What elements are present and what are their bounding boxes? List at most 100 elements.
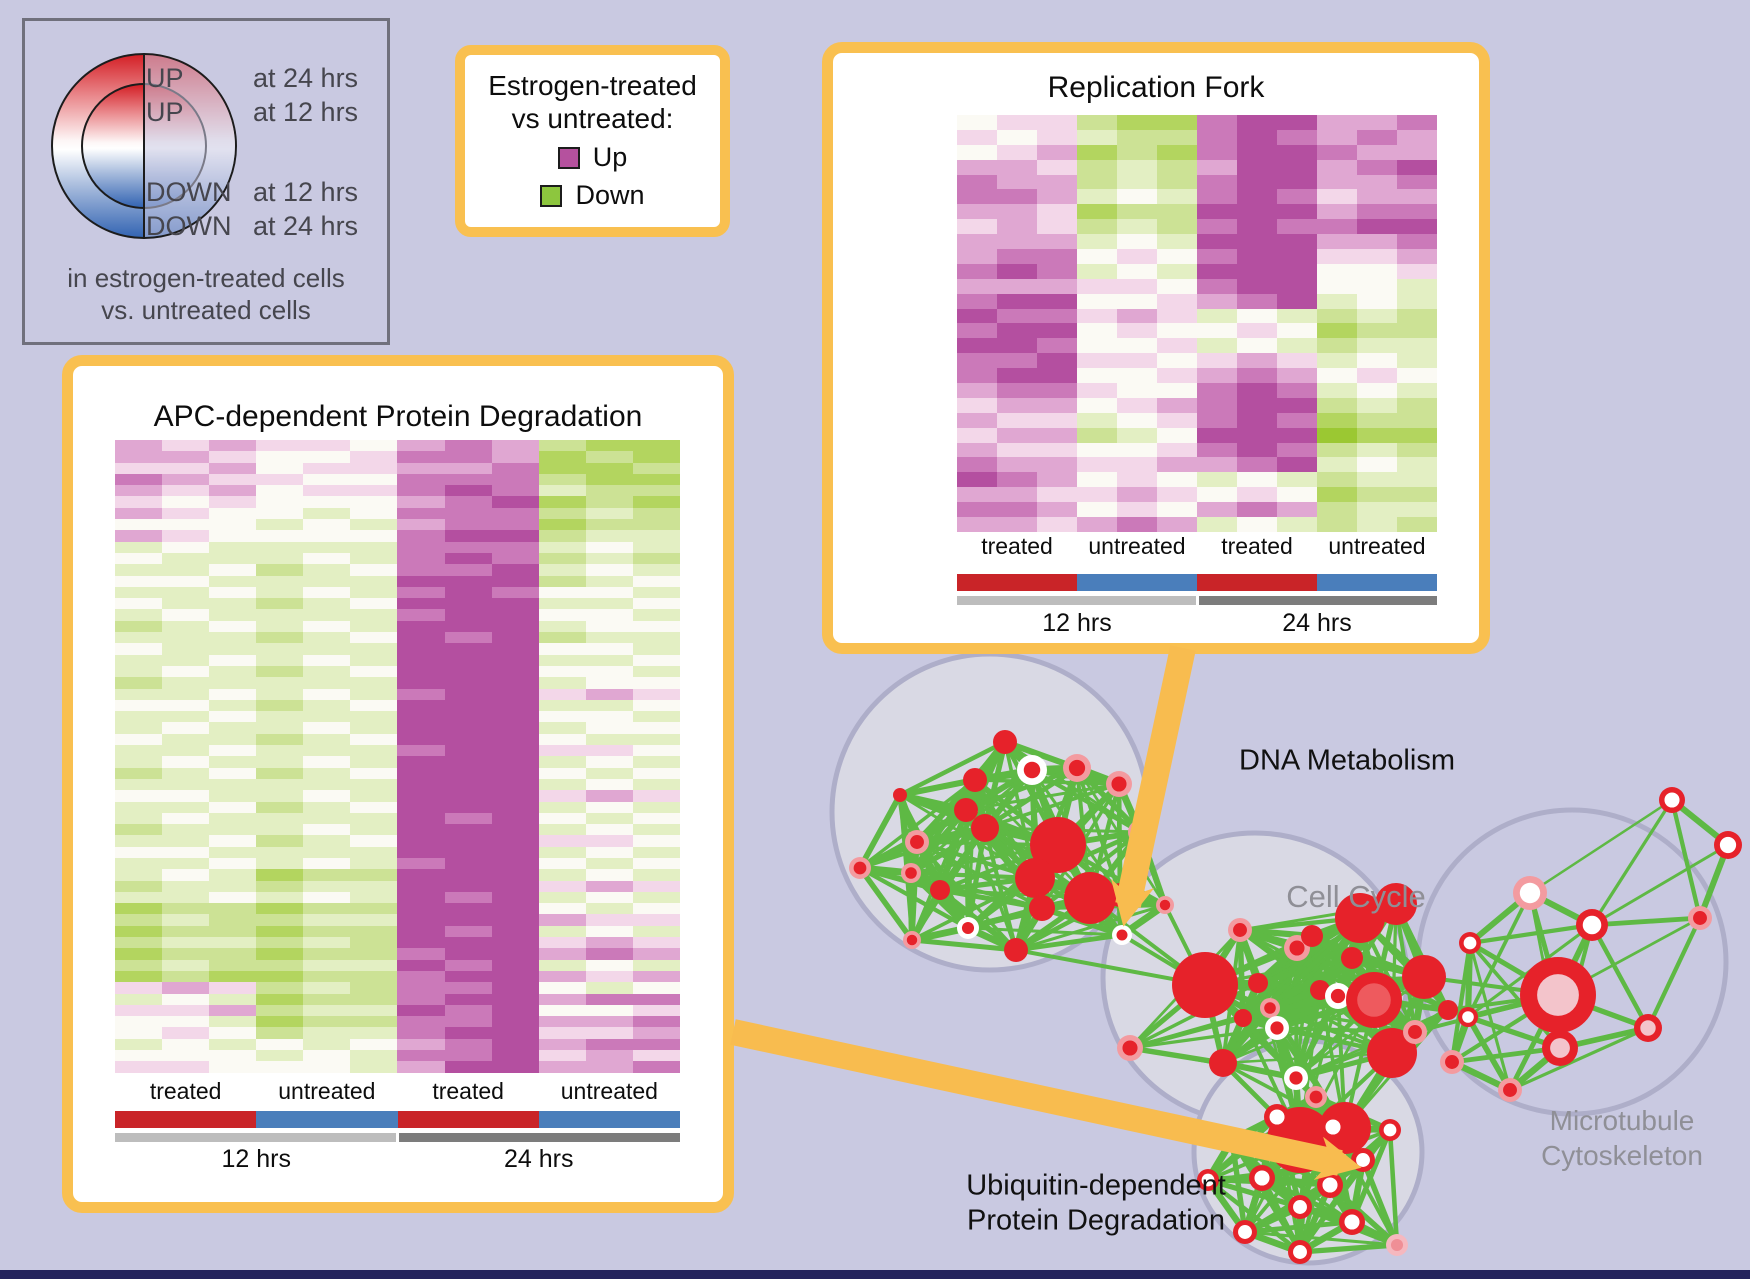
heatmap-cell (957, 293, 997, 309)
heatmap-cell (1397, 159, 1437, 175)
network-edge (1468, 890, 1532, 946)
heatmap-row (115, 869, 680, 881)
network-edge (1557, 916, 1701, 997)
treatment-color-bar (115, 1111, 680, 1128)
network-node (1688, 906, 1712, 930)
network-edge (1318, 902, 1398, 992)
bridge-edge (1221, 1061, 1302, 1142)
heatmap-row (115, 857, 680, 870)
network-edge (1231, 1138, 1353, 1224)
heatmap-cell (303, 993, 351, 1005)
heatmap-cell (115, 609, 163, 621)
network-edge (1348, 917, 1364, 959)
network-edge (1256, 916, 1362, 985)
heatmap-row (957, 323, 1437, 339)
network-edge (1299, 1124, 1346, 1144)
heatmap-cell (162, 812, 210, 825)
heatmap-cell (303, 620, 351, 633)
network-edge (1220, 1005, 1273, 1066)
network-edge (1269, 975, 1425, 1010)
heatmap-cell (1277, 204, 1317, 220)
heatmap-cell (1277, 115, 1317, 130)
network-edge (1030, 769, 1092, 899)
heatmap-cell (1277, 249, 1317, 264)
bridge-edge (1260, 1138, 1302, 1180)
heatmap-cell (585, 632, 633, 644)
heatmap-cell (162, 869, 210, 881)
heatmap-cell (303, 824, 351, 836)
heatmap-cell (491, 519, 539, 531)
node-dot (1367, 1028, 1417, 1078)
heatmap-cell (115, 846, 163, 858)
heatmap-cell (632, 903, 680, 915)
heatmap-cell (1357, 115, 1397, 130)
ubiquitin-label-line1: Ubiquitin-dependent (966, 1169, 1226, 1202)
heatmap-cell (1117, 487, 1157, 503)
network-edge (1260, 1124, 1335, 1181)
heatmap-cell (256, 564, 304, 576)
heatmap-cell (1397, 353, 1437, 369)
heatmap-cell (444, 745, 492, 757)
heatmap-cell (397, 745, 445, 757)
heatmap-cell (1037, 234, 1077, 250)
heatmap-cell (1077, 323, 1117, 339)
network-edge (1238, 927, 1322, 993)
network-edge (1298, 1051, 1394, 1142)
heatmap-cell (444, 756, 492, 768)
network-edge (1590, 923, 1650, 1030)
heatmap-cell (1157, 427, 1197, 443)
network-edge (1358, 915, 1426, 980)
heatmap-cell (303, 552, 351, 565)
network-edge (1465, 1015, 1513, 1092)
network-edge (911, 906, 1043, 942)
heatmap-cell (444, 790, 492, 802)
heatmap-cell (1317, 263, 1357, 279)
heatmap-cell (1357, 457, 1397, 473)
network-edge (909, 869, 942, 894)
heatmap-cell (538, 778, 586, 791)
heatmap-cell (1237, 174, 1277, 190)
network-edge (1089, 891, 1121, 902)
heatmap-cell (1157, 368, 1197, 384)
heatmap-cell (1037, 159, 1077, 175)
heatmap-cell (1357, 487, 1397, 503)
node-pink-ring (1228, 918, 1252, 942)
node-dot (930, 880, 950, 900)
heatmap-cell (209, 665, 257, 678)
heatmap-cell (491, 778, 539, 791)
heatmap-cell (1077, 189, 1117, 205)
heatmap-cell (1317, 249, 1357, 264)
network-node (1117, 1035, 1143, 1061)
heatmap-cell (1117, 293, 1157, 309)
network-edge (897, 794, 943, 891)
node-red-ring (1233, 1220, 1257, 1244)
network-edge (1554, 994, 1564, 1049)
network-edge (1240, 1016, 1299, 1080)
heatmap-cell (632, 880, 680, 892)
network-edge (1390, 1007, 1450, 1056)
network-edge (909, 888, 943, 942)
heatmap-cell (162, 711, 210, 723)
network-edge (1033, 875, 1124, 938)
network-edge (1004, 739, 1120, 787)
heatmap-cell (115, 541, 163, 553)
network-edge (1450, 993, 1560, 1064)
network-node (1004, 938, 1028, 962)
heatmap-row (115, 846, 680, 858)
heatmap-row (115, 677, 680, 689)
network-node (1320, 1114, 1346, 1140)
heatmap-cell (162, 496, 210, 508)
heatmap-cell (1037, 204, 1077, 220)
heatmap-cell (957, 249, 997, 264)
network-edge (1202, 928, 1243, 987)
heatmap-cell (1197, 517, 1237, 532)
network-edge (1040, 767, 1079, 909)
heatmap-cell (115, 564, 163, 576)
network-edge (909, 871, 1018, 952)
heatmap-cell (1277, 338, 1317, 354)
network-edge (972, 739, 1008, 783)
network-edge (1230, 1094, 1318, 1143)
network-edge (1267, 934, 1315, 1010)
heatmap-cell (957, 144, 997, 160)
heatmap-cell (162, 1061, 210, 1073)
